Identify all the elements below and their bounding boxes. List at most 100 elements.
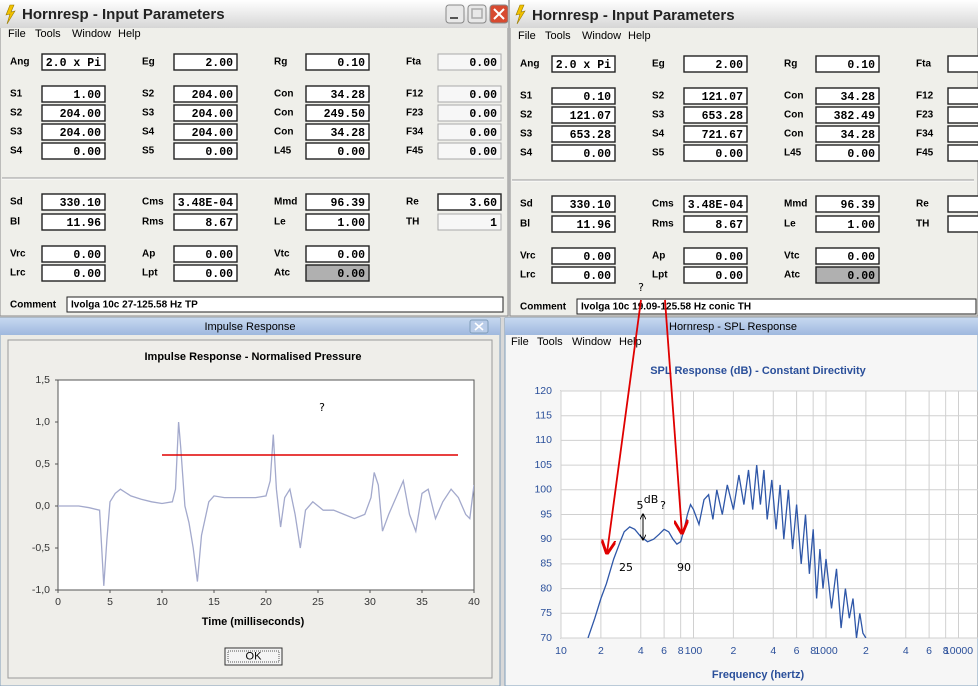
input-field[interactable]	[551, 87, 616, 105]
input-field[interactable]	[41, 142, 106, 160]
input-field[interactable]	[305, 53, 370, 71]
input-field[interactable]	[437, 213, 502, 231]
menu-item[interactable]: Tools	[537, 336, 563, 348]
input-field[interactable]	[305, 213, 370, 231]
input-field[interactable]	[815, 125, 880, 143]
comment-field[interactable]	[66, 296, 504, 313]
input-field[interactable]	[41, 213, 106, 231]
input-field[interactable]	[173, 104, 238, 122]
input-field[interactable]	[683, 106, 748, 124]
input-field[interactable]	[947, 55, 978, 73]
input-field[interactable]	[41, 123, 106, 141]
input-field[interactable]	[305, 85, 370, 103]
input-field[interactable]	[173, 193, 238, 211]
input-field[interactable]	[815, 195, 880, 213]
input-field[interactable]	[41, 193, 106, 211]
input-field[interactable]	[947, 125, 978, 143]
menu-item[interactable]: Window	[572, 336, 611, 348]
minimize-button[interactable]	[445, 4, 465, 24]
menu-item[interactable]: File	[518, 30, 536, 42]
field-label: S4	[142, 127, 155, 138]
input-field[interactable]	[947, 106, 978, 124]
input-field[interactable]	[305, 123, 370, 141]
input-field[interactable]	[173, 142, 238, 160]
data-line	[587, 465, 867, 638]
menu-item[interactable]: Tools	[545, 30, 571, 42]
field-label: Lpt	[652, 270, 668, 281]
input-field[interactable]	[41, 104, 106, 122]
input-field[interactable]	[173, 123, 238, 141]
input-field[interactable]	[683, 87, 748, 105]
menu-item[interactable]: File	[511, 336, 529, 348]
menu-item[interactable]: Window	[72, 28, 111, 40]
comment-field[interactable]	[576, 298, 977, 315]
input-field[interactable]	[437, 104, 502, 122]
input-field[interactable]	[437, 142, 502, 160]
input-field[interactable]	[683, 266, 748, 284]
input-field[interactable]	[173, 85, 238, 103]
input-field[interactable]	[683, 195, 748, 213]
input-field[interactable]	[815, 266, 880, 284]
menu-item[interactable]: Tools	[35, 28, 61, 40]
chart: Impulse Response - Normalised Pressure Ti…	[32, 351, 480, 628]
menu-item[interactable]: File	[8, 28, 26, 40]
field-value: 653.28	[702, 110, 744, 123]
input-field[interactable]	[815, 106, 880, 124]
input-field[interactable]	[683, 144, 748, 162]
input-field[interactable]	[173, 213, 238, 231]
field-label: Le	[784, 219, 796, 230]
input-field[interactable]	[947, 144, 978, 162]
input-field[interactable]	[815, 144, 880, 162]
field-value: 0.10	[337, 57, 365, 70]
input-field[interactable]	[551, 195, 616, 213]
input-field[interactable]	[551, 247, 616, 265]
input-field[interactable]	[551, 55, 616, 73]
input-field[interactable]	[437, 123, 502, 141]
input-field[interactable]	[815, 247, 880, 265]
input-field[interactable]	[41, 85, 106, 103]
input-field[interactable]	[305, 104, 370, 122]
input-field[interactable]	[41, 53, 106, 71]
field-label: Lrc	[10, 268, 26, 279]
input-field[interactable]	[683, 55, 748, 73]
input-field[interactable]	[551, 266, 616, 284]
input-field[interactable]	[683, 125, 748, 143]
maximize-button[interactable]	[467, 4, 487, 24]
input-field[interactable]	[41, 264, 106, 282]
ok-label[interactable]: OK	[246, 650, 263, 662]
input-field[interactable]	[815, 87, 880, 105]
input-field[interactable]	[305, 142, 370, 160]
input-field[interactable]	[683, 215, 748, 233]
menu-item[interactable]: Window	[582, 30, 621, 42]
input-field[interactable]	[305, 264, 370, 282]
menu-item[interactable]: Help	[619, 336, 642, 348]
input-field[interactable]	[173, 264, 238, 282]
y-tick-label: 100	[534, 484, 552, 496]
data-line	[58, 421, 474, 586]
input-field[interactable]	[305, 193, 370, 211]
input-field[interactable]	[551, 144, 616, 162]
x-tick-label: 4	[638, 645, 644, 657]
input-field[interactable]	[815, 55, 880, 73]
input-field[interactable]	[437, 53, 502, 71]
input-field[interactable]	[173, 245, 238, 263]
input-field[interactable]	[437, 85, 502, 103]
menu-item[interactable]: Help	[118, 28, 141, 40]
input-field[interactable]	[173, 53, 238, 71]
input-field[interactable]	[305, 245, 370, 263]
menu-item[interactable]: Help	[628, 30, 651, 42]
input-field[interactable]	[683, 247, 748, 265]
input-field[interactable]	[437, 193, 502, 211]
input-field[interactable]	[947, 215, 978, 233]
input-field[interactable]	[947, 195, 978, 213]
input-field[interactable]	[551, 215, 616, 233]
input-field[interactable]	[41, 245, 106, 263]
field-label: Mmd	[274, 197, 297, 208]
ok-button[interactable]	[224, 647, 283, 666]
input-field[interactable]	[815, 215, 880, 233]
input-field[interactable]	[551, 125, 616, 143]
input-field[interactable]	[947, 87, 978, 105]
x-tick-label: 8	[678, 645, 684, 657]
y-tick-label: 80	[540, 582, 552, 594]
input-field[interactable]	[551, 106, 616, 124]
